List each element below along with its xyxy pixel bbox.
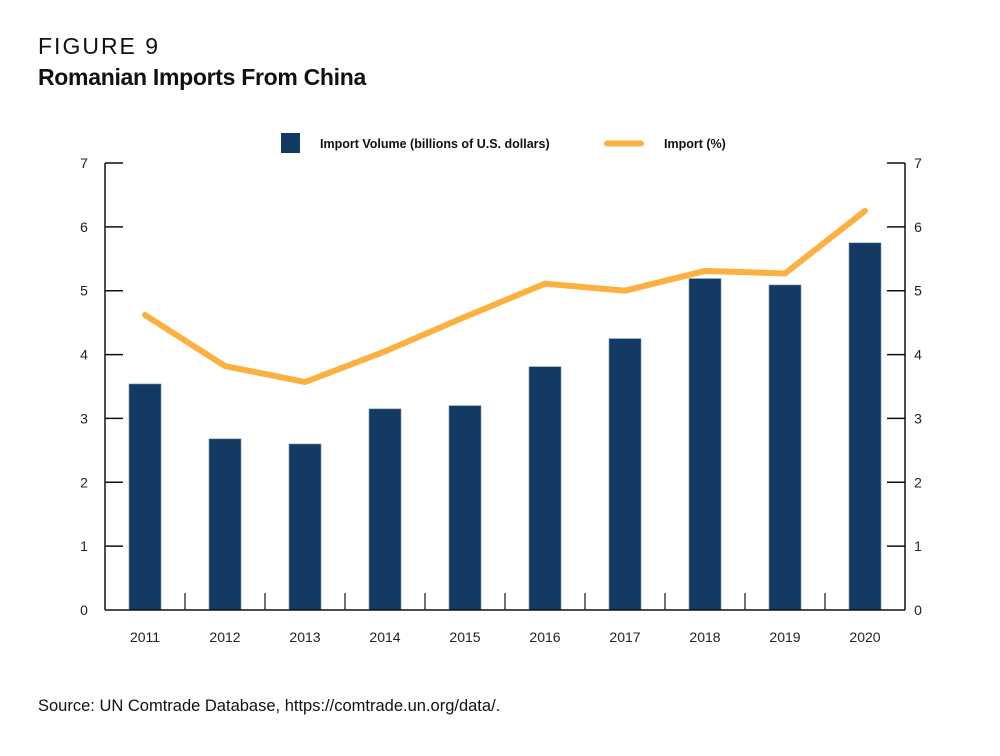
y-tick-label-right: 5 (914, 283, 922, 299)
y-axis-right-labels: 0 1 2 3 4 5 6 7 (914, 155, 922, 618)
x-tick-label-2015: 2015 (449, 629, 480, 645)
legend-line-label: Import (%) (664, 137, 726, 151)
y-tick-label-right: 1 (914, 538, 922, 554)
bar-2013 (288, 443, 322, 611)
x-tick-label-2019: 2019 (769, 629, 800, 645)
import-percent-line (142, 207, 868, 386)
x-tick-label-2016: 2016 (529, 629, 560, 645)
bar-2017 (608, 338, 642, 611)
y-tick-label-left: 1 (80, 538, 88, 554)
x-tick-label-2013: 2013 (289, 629, 320, 645)
y-tick-label-left: 7 (80, 155, 88, 171)
x-tick-label-2012: 2012 (209, 629, 240, 645)
y-tick-label-right: 7 (914, 155, 922, 171)
bar-2018 (688, 278, 722, 611)
bars (128, 242, 882, 611)
chart-title: Romanian Imports From China (38, 64, 366, 90)
y-tick-label-right: 3 (914, 410, 922, 426)
y-tick-label-left: 5 (80, 283, 88, 299)
bar-2019 (768, 284, 802, 611)
y-tick-label-left: 3 (80, 410, 88, 426)
bar-2020 (848, 242, 882, 611)
line-layer (142, 207, 868, 386)
y-tick-label-right: 4 (914, 347, 922, 363)
source-note: Source: UN Comtrade Database, https://co… (38, 697, 501, 715)
bar-2011 (128, 383, 162, 611)
legend-bar-swatch (281, 133, 300, 153)
bar-2016 (528, 366, 562, 611)
bar-2015 (448, 405, 482, 611)
y-tick-label-left: 0 (80, 602, 88, 618)
y-tick-label-right: 6 (914, 219, 922, 235)
figure-label: FIGURE 9 (38, 33, 161, 59)
legend-bar-label: Import Volume (billions of U.S. dollars) (320, 137, 550, 151)
y-tick-label-left: 4 (80, 347, 88, 363)
y-tick-label-right: 2 (914, 474, 922, 490)
x-axis-labels: 2011 2012 2013 2014 2015 2016 2017 2018 2019 2020 (130, 629, 881, 645)
bar-2014 (368, 408, 402, 611)
axes (104, 162, 906, 611)
y-tick-label-left: 6 (80, 219, 88, 235)
y-tick-label-right: 0 (914, 602, 922, 618)
x-tick-label-2011: 2011 (130, 629, 160, 645)
x-tick-label-2018: 2018 (689, 629, 720, 645)
x-tick-label-2014: 2014 (369, 629, 400, 645)
x-tick-label-2017: 2017 (609, 629, 640, 645)
y-tick-label-left: 2 (80, 474, 88, 490)
y-axis-left-labels: 0 1 2 3 4 5 6 7 (80, 155, 88, 618)
x-tick-label-2020: 2020 (849, 629, 880, 645)
bar-2012 (208, 438, 242, 611)
legend: Import Volume (billions of U.S. dollars)… (281, 133, 726, 153)
